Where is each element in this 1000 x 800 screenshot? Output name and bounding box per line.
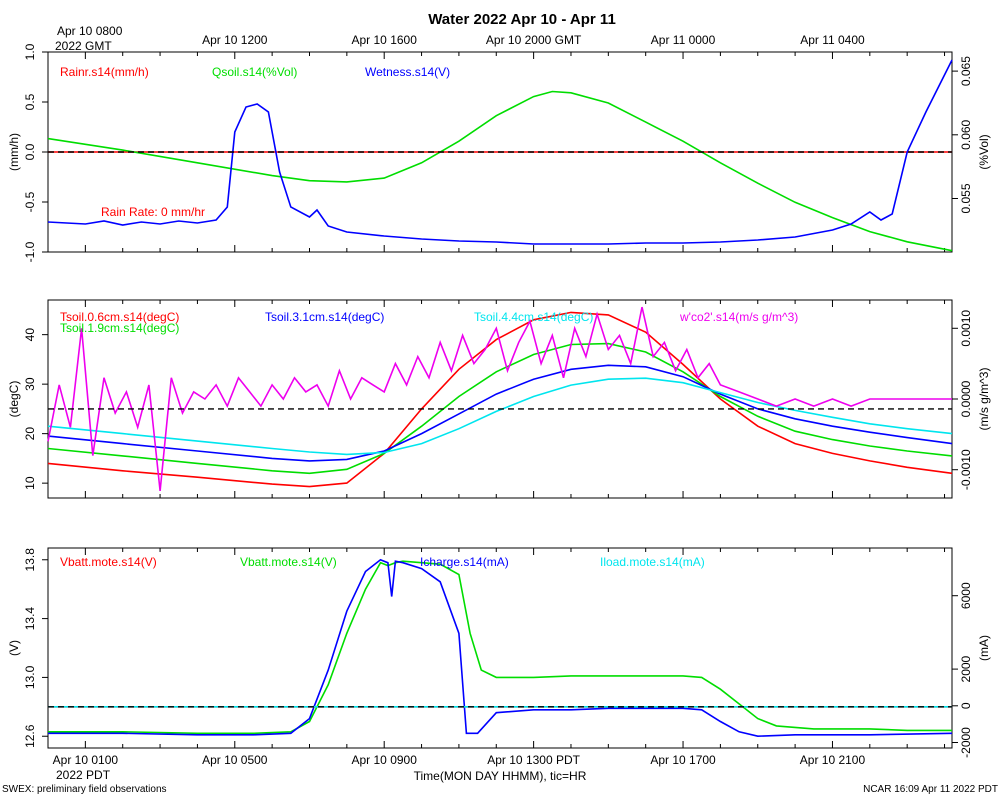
series-line-blue — [47, 364, 953, 462]
legend-entry: Qsoil.s14(%Vol) — [212, 65, 297, 79]
top-axis-first-label-line1: Apr 10 0800 — [57, 24, 123, 38]
legend-entry: Tsoil.3.1cm.s14(degC) — [265, 310, 384, 324]
series-line-blue — [47, 59, 953, 245]
y-right-axis-label: (%Vol) — [977, 134, 991, 169]
y-left-tick-label: 13.8 — [23, 548, 37, 572]
series-line-magenta — [47, 306, 952, 491]
y-left-tick-label: 13.4 — [23, 607, 37, 631]
y-left-tick-label: 13.0 — [23, 665, 37, 689]
series-line-green — [47, 90, 953, 252]
legend-entry: Vbatt.mote.s14(V) — [60, 555, 157, 569]
legend-entry: Icharge.s14(mA) — [420, 555, 509, 569]
y-right-axis-label: (m/s g/m^3) — [977, 368, 991, 431]
y-left-tick-label: 0.5 — [23, 93, 37, 110]
top-tick-label: Apr 11 0400 — [800, 33, 865, 47]
y-left-tick-label: 30 — [23, 377, 37, 391]
legend-entry: w'co2'.s14(m/s g/m^3) — [679, 310, 798, 324]
y-right-tick-label: 0.0010 — [959, 310, 973, 347]
panels: -1.0 -0.5 0.0 0.5 1.0 0.055 0.060 0.065 (mm/h) (%… — [7, 43, 991, 758]
x-axis-label: Time(MON DAY HHMM), tic=HR — [414, 769, 587, 783]
bottom-tick-label: Apr 10 2100 — [800, 753, 866, 767]
bottom-tick-label: Apr 10 0900 — [352, 753, 418, 767]
y-right-tick-label: -0.0010 — [959, 449, 973, 490]
y-left-tick-label: 0.0 — [23, 143, 37, 160]
chart-title: Water 2022 Apr 10 - Apr 11 — [428, 11, 616, 28]
y-left-axis-label: (mm/h) — [7, 133, 21, 171]
legend-entry: Iload.mote.s14(mA) — [600, 555, 705, 569]
panel-2: 10 20 30 40 -0.0010 0.0000 0.0010 (degC) (m/s g/… — [7, 299, 991, 499]
legend-entry: Tsoil.0.6cm.s14(degC) — [60, 310, 179, 324]
legend-entry: Tsoil.4.4cm.s14(degC) — [474, 310, 593, 324]
panel-3: 12.6 13.0 13.4 13.8 -2000 0 2000 6000 (V) (mA) Vba… — [7, 547, 991, 758]
y-right-tick-label: 0 — [959, 702, 973, 709]
series-line-blue — [48, 558, 953, 738]
panel-1: -1.0 -0.5 0.0 0.5 1.0 0.055 0.060 0.065 (mm/h) (%… — [7, 43, 991, 262]
bottom-axis-tick-labels: Apr 10 0100 Apr 10 0500 Apr 10 0900 Apr 10 … — [53, 753, 866, 767]
bottom-tick-label: Apr 10 0500 — [202, 753, 268, 767]
y-left-axis-label: (V) — [7, 640, 21, 656]
y-right-tick-label: 0.065 — [959, 56, 973, 86]
annotation: Rain Rate: 0 mm/hr — [101, 205, 205, 219]
y-left-tick-label: 10 — [23, 476, 37, 490]
top-tick-label: Apr 10 2000 GMT — [486, 33, 582, 47]
legend-entry: Rainr.s14(mm/h) — [60, 65, 149, 79]
bottom-tick-label: Apr 10 0100 — [53, 753, 119, 767]
top-tick-label: Apr 10 1600 — [352, 33, 418, 47]
series-line-cyan — [47, 377, 953, 456]
footer-right: NCAR 16:09 Apr 11 2022 PDT — [863, 784, 998, 795]
y-right-tick-label: 0.055 — [959, 183, 973, 213]
bottom-axis-year-label: 2022 PDT — [56, 768, 111, 782]
y-right-axis-label: (mA) — [977, 635, 991, 661]
top-axis-first-label-line2: 2022 GMT — [55, 39, 112, 53]
y-right-tick-label: 6000 — [959, 582, 973, 609]
panel-frame — [47, 299, 953, 499]
y-left-tick-label: 12.6 — [23, 724, 37, 748]
legend-entry: Wetness.s14(V) — [365, 65, 450, 79]
series-line-red — [47, 311, 953, 488]
bottom-tick-label: Apr 10 1300 PDT — [487, 753, 580, 767]
series-line-green — [47, 342, 953, 475]
y-right-tick-label: 2000 — [959, 655, 973, 682]
y-right-tick-label: 0.0000 — [959, 380, 973, 417]
y-left-tick-label: 20 — [23, 427, 37, 441]
y-right-tick-label: -2000 — [959, 727, 973, 758]
top-axis-tick-labels: Apr 10 1200 Apr 10 1600 Apr 10 2000 GMT Apr… — [202, 33, 865, 47]
y-left-tick-label: 1.0 — [23, 43, 37, 60]
panel-frame — [47, 547, 953, 749]
y-left-axis-label: (degC) — [7, 381, 21, 418]
footer-left: SWEX: preliminary field observations — [2, 784, 167, 795]
y-left-tick-label: -1.0 — [23, 241, 37, 262]
y-right-tick-label: 0.060 — [959, 119, 973, 149]
bottom-tick-label: Apr 10 1700 — [650, 753, 716, 767]
legend-entry: Tsoil.1.9cm.s14(degC) — [60, 321, 179, 335]
legend-entry: Vbatt.mote.s14(V) — [240, 555, 337, 569]
y-left-tick-label: 40 — [23, 328, 37, 342]
series-line-green — [48, 560, 952, 735]
y-left-tick-label: -0.5 — [23, 191, 37, 212]
top-tick-label: Apr 11 0000 — [651, 33, 716, 47]
top-tick-label: Apr 10 1200 — [202, 33, 268, 47]
